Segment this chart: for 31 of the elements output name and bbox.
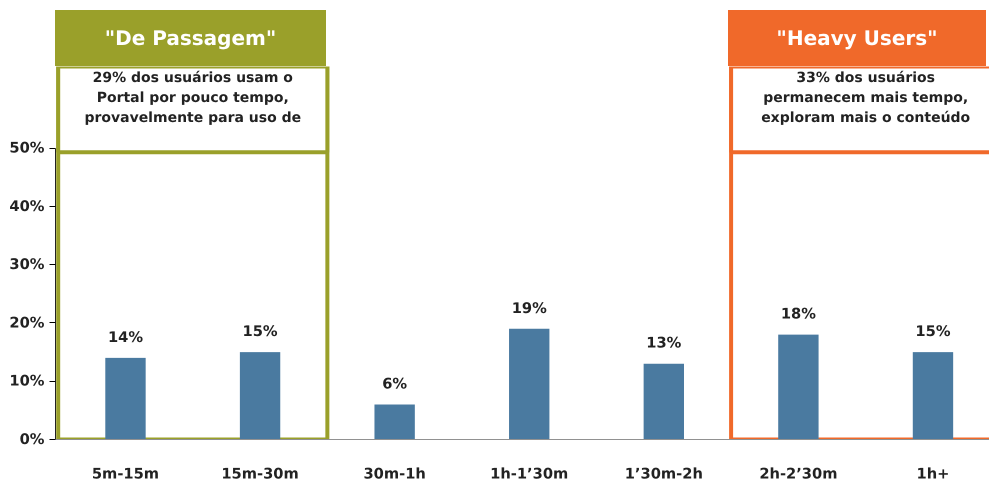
x-tick-label: 1’30m-2h [624, 466, 703, 482]
data-label: 13% [646, 334, 682, 352]
data-label: 15% [242, 323, 278, 340]
y-tick-label: 20% [9, 314, 45, 332]
band-label: "De Passagem" [55, 10, 326, 66]
y-tick-label: 40% [9, 198, 45, 215]
y-tick-label: 30% [9, 256, 45, 274]
band-label: "Heavy Users" [728, 10, 986, 66]
bar [240, 352, 280, 440]
x-tick-label: 2h-2’30m [759, 466, 838, 482]
x-tick-label: 30m-1h [363, 466, 426, 482]
y-tick-label: 10% [9, 372, 45, 390]
data-label: 14% [108, 328, 144, 346]
data-label: 6% [382, 376, 408, 393]
x-tick-label: 1h+ [916, 466, 950, 482]
y-tick-label: 0% [20, 431, 45, 448]
bar [374, 404, 415, 440]
x-tick-label: 5m-15m [92, 466, 160, 482]
data-label: 19% [512, 300, 548, 317]
annotation: 33% dos usuários permanecem mais tempo, exploram mais o conteúdo [761, 70, 971, 126]
bar [778, 334, 819, 440]
bar [644, 364, 684, 440]
y-tick-label: 50% [9, 140, 45, 157]
x-tick-label: 15m-30m [221, 466, 299, 482]
data-label: 18% [780, 306, 816, 323]
bar [912, 352, 954, 440]
bar [105, 358, 146, 440]
annotation: 29% dos usuários usam o Portal por pouco tempo, provavelmente para uso de [84, 70, 302, 126]
bar [509, 328, 550, 440]
x-tick-label: 1h-1’30m [490, 466, 568, 482]
data-label: 15% [915, 323, 951, 340]
